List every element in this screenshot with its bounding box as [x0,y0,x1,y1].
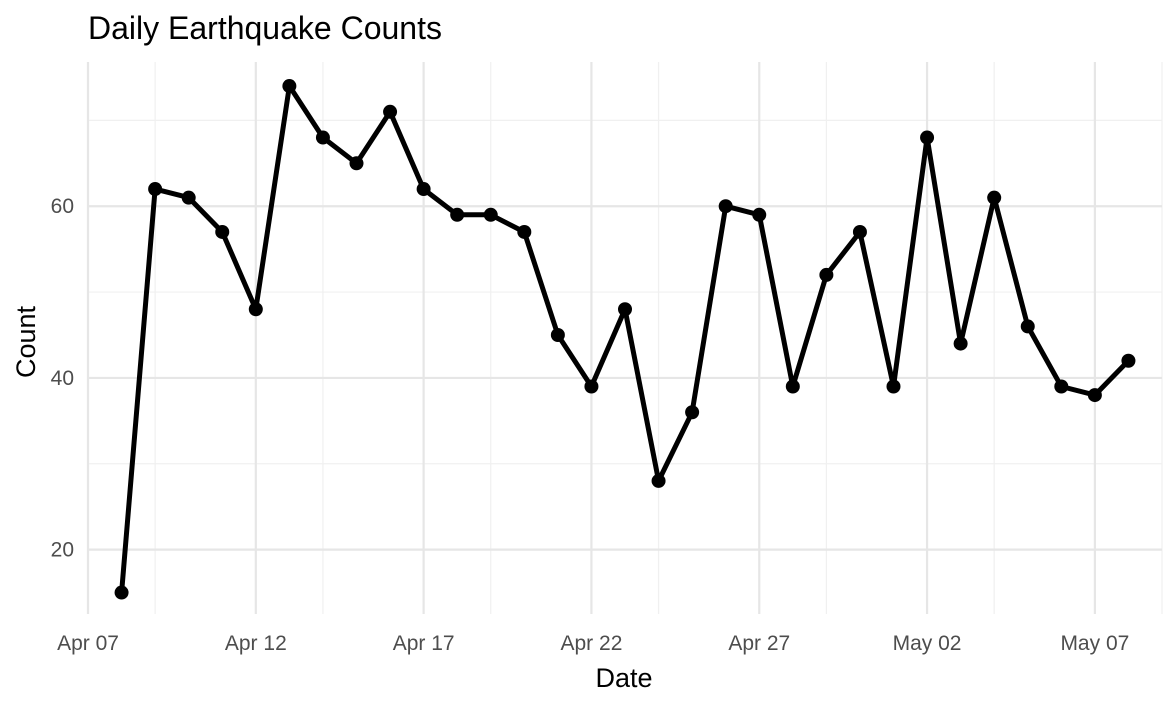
data-points [114,79,1136,600]
y-tick-label: 60 [51,195,74,218]
data-point-2023-04-29 [819,267,834,282]
data-point-2023-04-30 [852,224,867,239]
data-point-2023-05-03 [953,336,968,351]
y-tick-label: 20 [51,539,74,562]
data-point-2023-04-10 [181,190,196,205]
x-tick-label: May 07 [1060,632,1129,655]
data-point-2023-04-18 [450,207,465,222]
data-point-2023-05-05 [1020,319,1035,334]
major-gridlines [86,62,1162,614]
series-line [119,83,1131,595]
data-point-2023-04-08 [114,585,129,600]
x-tick-label: Apr 17 [393,632,455,655]
data-point-2023-04-22 [584,379,599,394]
data-point-2023-04-11 [215,224,230,239]
data-point-2023-04-21 [550,327,565,342]
y-tick-labels: 20 40 60 [51,195,74,561]
x-tick-label: May 02 [893,632,962,655]
data-point-2023-04-20 [517,224,532,239]
data-point-2023-05-02 [920,130,935,145]
data-point-2023-04-09 [148,182,163,197]
data-point-2023-04-28 [785,379,800,394]
series-line-layer [119,83,1131,595]
data-point-2023-04-13 [282,79,297,94]
data-point-2023-04-17 [416,182,431,197]
data-point-2023-04-14 [315,130,330,145]
x-tick-label: Apr 22 [561,632,623,655]
x-tick-labels: Apr 07 Apr 12 Apr 17 Apr 22 Apr 27 May 02 May … [57,632,1129,655]
data-point-2023-05-04 [987,190,1002,205]
data-point-2023-04-27 [752,207,767,222]
data-point-2023-04-25 [685,405,700,420]
data-point-2023-05-01 [886,379,901,394]
data-point-2023-04-23 [618,302,632,317]
data-point-2023-04-15 [349,156,364,171]
data-point-2023-05-06 [1054,379,1069,394]
data-point-2023-04-26 [718,199,733,214]
x-tick-label: Apr 27 [728,632,790,655]
data-point-2023-04-19 [483,207,498,222]
data-point-2023-05-08 [1121,353,1136,368]
data-point-2023-04-16 [383,104,398,119]
y-axis-title: Count [11,305,41,378]
y-tick-label: 40 [51,367,74,390]
data-point-2023-04-12 [248,302,263,317]
minor-gridlines [88,62,1163,614]
chart-title: Daily Earthquake Counts [88,10,442,46]
data-point-2023-04-24 [651,473,666,488]
data-point-2023-05-07 [1087,388,1102,403]
x-tick-label: Apr 07 [57,632,119,655]
x-axis-title: Date [595,663,652,693]
x-tick-label: Apr 12 [225,632,287,655]
